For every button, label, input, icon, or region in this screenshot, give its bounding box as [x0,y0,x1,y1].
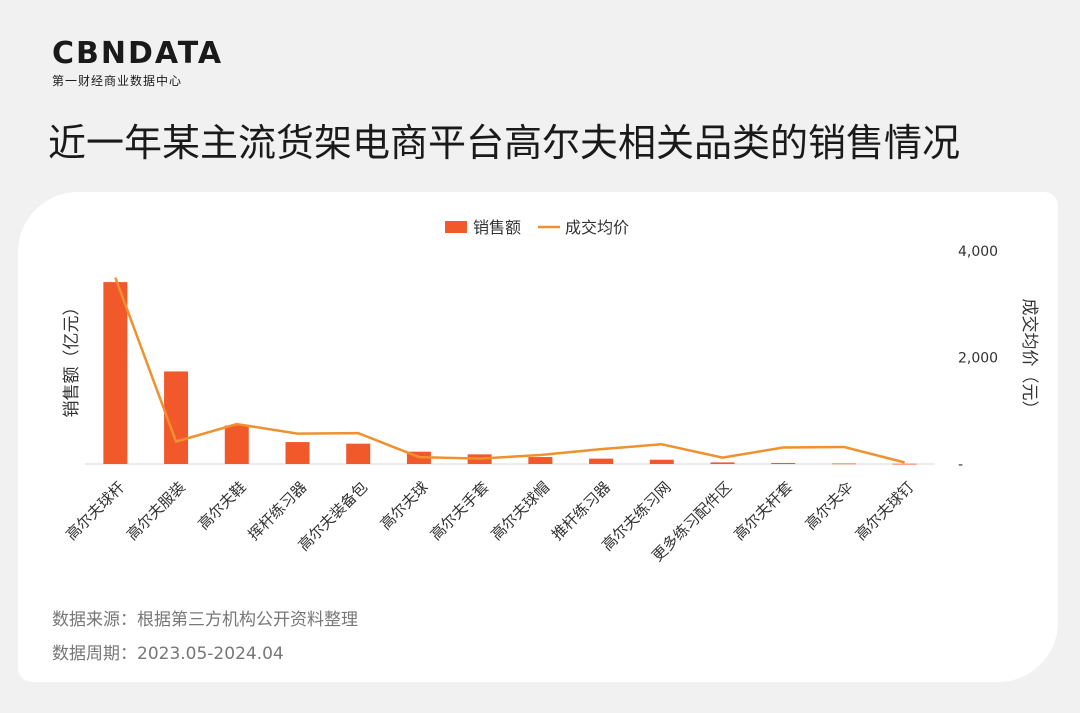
x-tick-label: 高尔夫球钉 [852,478,918,544]
y-right-axis-title: 成交均价（元） [1019,299,1039,418]
bar-1 [103,282,128,464]
y-right-tick-label: 2,000 [958,351,998,367]
line-series-avg-price [114,277,905,464]
logo-tagline: 第一财经商业数据中心 [52,74,183,88]
logo-text: CBNDATA [52,36,224,71]
x-tick-label: 挥杆练习器 [245,478,311,544]
y-right-tick-label: - [958,457,963,473]
x-tick-label: 推杆练习器 [548,478,614,544]
brand-logo: CBNDATA 第一财经商业数据中心 [52,38,223,89]
y-left-axis-title: 销售额（亿元） [62,299,82,418]
legend-swatch-bar [445,221,467,233]
bar-10 [649,459,674,464]
bar-14 [892,463,917,465]
x-tick-label: 高尔夫伞 [802,478,857,533]
bar-3 [224,425,249,464]
legend-label-avg-price: 成交均价 [565,218,629,237]
bar-8 [528,457,553,464]
x-tick-label: 高尔夫鞋 [194,478,249,533]
x-tick-label: 高尔夫球杆 [62,478,128,544]
bar-11 [710,462,735,464]
bar-12 [771,462,796,464]
bar-9 [589,458,614,464]
bar-5 [346,443,371,464]
bar-4 [285,442,310,464]
x-tick-label: 高尔夫手套 [427,478,493,544]
legend-label-sales: 销售额 [473,218,521,237]
x-tick-label: 高尔夫球 [377,478,432,533]
data-source-note: 数据来源：根据第三方机构公开资料整理 [52,610,358,630]
bar-13 [831,463,856,465]
y-right-tick-label: 4,000 [958,244,998,260]
x-tick-label: 高尔夫球帽 [487,478,553,544]
x-tick-label: 高尔夫杆套 [730,478,796,544]
x-tick-label: 高尔夫服装 [123,478,189,544]
data-period-note: 数据周期：2023.05-2024.04 [52,644,284,664]
page-title: 近一年某主流货架电商平台高尔夫相关品类的销售情况 [48,121,961,165]
